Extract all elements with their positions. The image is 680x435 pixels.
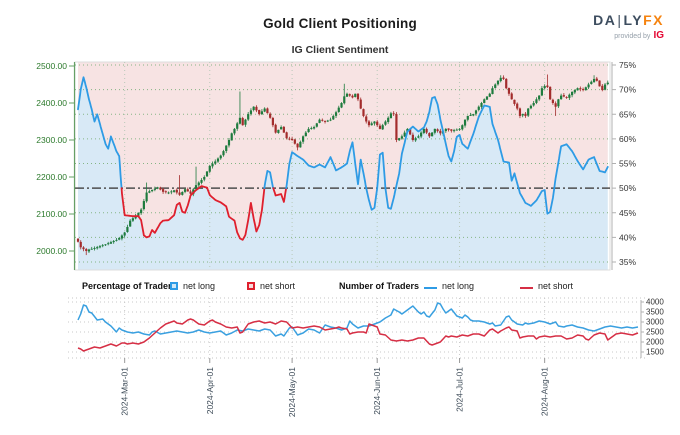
percent-tick-label: 70% [619,85,636,95]
date-tick-label: 2024-Jul-01 [455,367,465,412]
net-short-percent-swatch-icon [247,281,255,291]
percent-tick-label: 40% [619,232,636,242]
count-tick-label: 2000 [646,338,664,347]
price-candles [76,74,609,256]
date-tick-label: 2024-Jun-01 [372,367,382,415]
provided-by-line: provided by IG [593,30,664,41]
chart-subtitle: IG Client Sentiment [291,44,389,56]
count-tick-label: 3500 [646,308,664,317]
net-short-count-line [77,318,639,352]
date-tick-label: 2024-Aug-01 [540,367,550,416]
price-tick-label: 2300.00 [36,135,67,145]
legend-pct-net-short-label: net short [260,281,296,291]
price-tick-label: 2400.00 [36,98,67,108]
percent-tick-label: 75% [619,60,636,70]
count-tick-label: 2500 [646,328,664,337]
legend-num-net-short-label: net short [538,281,574,291]
percent-tick-label: 65% [619,109,636,119]
logo-fx: FX [643,12,664,28]
count-tick-label: 3000 [646,318,664,327]
legend-num-net-long-label: net long [442,281,475,291]
net-long-percent-swatch-icon [170,281,178,291]
price-tick-label: 2500.00 [36,61,67,71]
logo-daily-right: LY [623,12,644,28]
percent-tick-label: 35% [619,257,636,267]
percent-tick-label: 55% [619,159,636,169]
number-of-traders-chart [68,297,648,359]
ig-logo: IG [653,30,664,42]
sentiment-percent-line [77,76,609,241]
count-tick-label: 1500 [646,348,664,357]
dailyfx-wordmark: DA|LYFX [593,12,664,28]
date-tick-label: 2024-Mar-01 [120,367,130,416]
price-tick-label: 2100.00 [36,209,67,219]
count-tick-label: 4000 [646,298,664,307]
price-tick-label: 2200.00 [36,172,67,182]
dailyfx-logo: DA|LYFX provided by IG [593,12,664,41]
date-tick-label: 2024-Apr-01 [205,367,215,415]
logo-daily-left: DA [593,12,617,28]
logo-i-bar: | [617,12,623,28]
percent-tick-label: 45% [619,208,636,218]
price-tick-label: 2000.00 [36,246,67,256]
net-long-count-dash-icon [424,283,437,293]
percent-tick-label: 50% [619,183,636,193]
legend-pct-net-long-label: net long [183,281,216,291]
price-axis: 2500.00 2400.00 2300.00 2200.00 2100.00 2000.… [36,61,76,270]
provided-by-label: provided by [614,33,651,41]
percent-tick-label: 60% [619,134,636,144]
net-short-count-dash-icon [520,283,533,293]
page-title: Gold Client Positioning [263,16,417,31]
date-axis: 2024-Mar-01 2024-Apr-01 2024-May-01 2024-Ju… [120,358,550,417]
legend-number-of-traders-label: Number of Traders [339,281,420,291]
net-long-count-line [77,302,639,337]
date-tick-label: 2024-May-01 [287,367,297,417]
net-long-fill-area [78,77,608,270]
chart-legend: Percentage of Traders net long net short… [0,279,680,295]
percent-axis: 75% 70% 65% 60% 55% 50% 45% 40% 35% [611,60,636,270]
legend-percentage-of-traders-label: Percentage of Traders [82,281,177,291]
